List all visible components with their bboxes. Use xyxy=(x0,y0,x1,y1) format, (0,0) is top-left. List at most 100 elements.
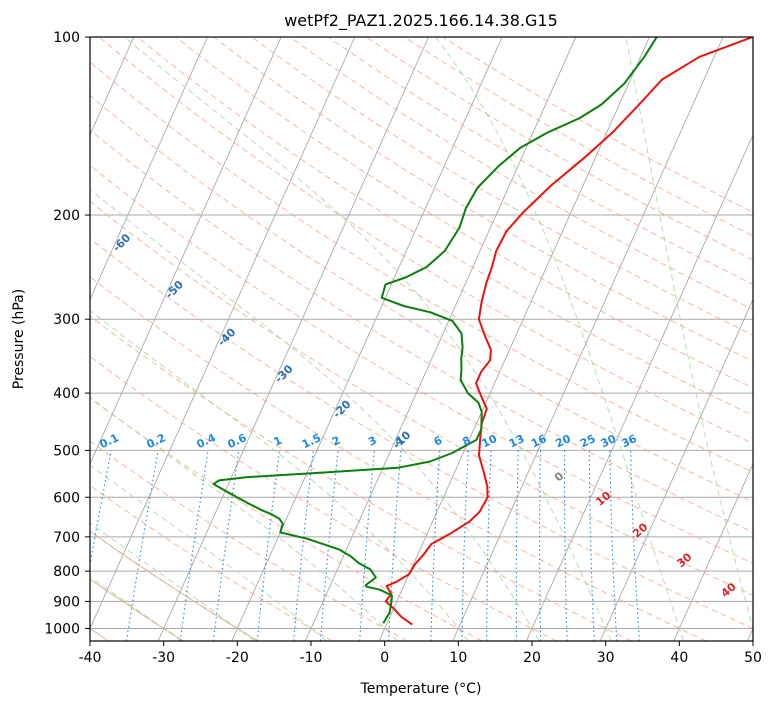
x-tick-label: 20 xyxy=(523,650,541,666)
dry-adiabat-line xyxy=(90,276,707,641)
x-tick-label: -40 xyxy=(79,650,102,666)
mixing-ratio-label: 1 xyxy=(271,434,283,449)
background-lines xyxy=(0,37,753,641)
dry-adiabat-line xyxy=(137,37,753,416)
dry-adiabat-line xyxy=(289,37,753,310)
mixing-ratio-line xyxy=(630,450,641,641)
dry-adiabat-line xyxy=(90,578,184,641)
y-tick-label: 200 xyxy=(53,208,80,224)
reference-curve xyxy=(90,530,259,641)
isotherm-line xyxy=(90,37,356,630)
mixing-ratio-label: 20 xyxy=(553,432,573,450)
dry-adiabat-label: -20 xyxy=(330,397,353,420)
y-tick-label: 800 xyxy=(53,564,80,580)
dry-adiabat-label: -50 xyxy=(163,278,186,301)
mixing-ratio-line xyxy=(588,450,595,641)
moist-adiabat-line xyxy=(90,188,540,641)
moist-adiabat-line xyxy=(434,37,684,641)
mixing-ratio-label: 16 xyxy=(529,432,549,450)
dry-adiabat-line xyxy=(90,397,483,641)
mixing-ratio-line xyxy=(461,450,469,641)
isotherm-line xyxy=(231,37,503,641)
profile-lines xyxy=(212,37,753,626)
moist-adiabat-line xyxy=(124,37,612,641)
mixing-ratio-label: 25 xyxy=(578,432,597,450)
mixing-ratio-line xyxy=(359,450,375,641)
mixing-ratio-label: 30 xyxy=(599,432,619,450)
mixing-ratio-label: 6 xyxy=(432,434,445,449)
mixing-ratio-label: 1.5 xyxy=(300,431,323,451)
dry-adiabat-line xyxy=(90,94,753,503)
mixing-ratio-label: 3 xyxy=(366,434,378,449)
dry-adiabat-label: -10 xyxy=(390,428,413,451)
y-axis-label: Pressure (hPa) xyxy=(11,289,27,389)
dry-adiabat-line xyxy=(90,484,333,641)
isotherm-line xyxy=(0,37,60,641)
dry-adiabat-line xyxy=(90,237,753,629)
y-tick-label: 1000 xyxy=(44,621,80,637)
y-axis: 100 200 300 400 500 600 700 800 900 1000 xyxy=(44,30,90,637)
isotherm-line xyxy=(452,37,724,641)
dry-adiabat-line xyxy=(90,61,753,473)
isotherm-line xyxy=(90,37,208,301)
mixing-ratio-line xyxy=(609,450,618,641)
mixing-ratio-line xyxy=(90,450,112,567)
mixing-ratio-label: 0.1 xyxy=(98,431,121,451)
mixing-ratio-label: 13 xyxy=(507,432,526,450)
x-tick-label: 10 xyxy=(449,650,467,666)
x-tick-label: 50 xyxy=(744,650,762,666)
mixing-ratio-line xyxy=(539,450,542,641)
y-tick-label: 500 xyxy=(53,443,80,459)
moist-adiabat-line xyxy=(90,396,398,641)
plot-frame xyxy=(89,36,754,642)
x-tick-label: 0 xyxy=(380,650,389,666)
moist-adiabat-line xyxy=(90,464,327,641)
mixing-ratio-label: 0.4 xyxy=(195,431,218,451)
x-tick-label: -20 xyxy=(226,650,249,666)
isotherm-line xyxy=(157,37,429,641)
moist-adiabat-label: 0 xyxy=(552,469,566,484)
dry-adiabat-line xyxy=(98,37,753,445)
mixing-ratio-line xyxy=(179,450,209,641)
x-tick-label: -30 xyxy=(152,650,175,666)
dewpoint-line xyxy=(212,37,658,624)
dry-adiabat-label: -60 xyxy=(110,231,133,254)
moist-adiabat-label: 30 xyxy=(674,550,694,570)
moist-adiabat-label: 40 xyxy=(719,580,739,600)
y-tick-label: 100 xyxy=(53,30,80,46)
mixing-ratio-line xyxy=(212,450,240,641)
temperature-line xyxy=(384,37,753,626)
isotherm-line xyxy=(746,627,753,641)
line-labels: 0.1 0.2 0.4 0.6 1 1.5 2 3 4 6 8 10 13 16 20 25 30 36-60-5… xyxy=(98,231,739,600)
isotherm-line xyxy=(525,133,753,641)
isotherm-line xyxy=(599,298,753,641)
mixing-ratio-label: 0.6 xyxy=(225,431,248,451)
mixing-ratio-line xyxy=(563,450,568,641)
moist-adiabat-line xyxy=(90,522,255,641)
chart-title: wetPf2_PAZ1.2025.166.14.38.G15 xyxy=(284,11,558,31)
mixing-ratio-line xyxy=(293,450,314,641)
mixing-ratio-label: 10 xyxy=(480,432,500,450)
isotherm-line xyxy=(378,37,650,641)
mixing-ratio-line xyxy=(486,450,492,641)
dry-adiabat-line xyxy=(251,37,753,336)
y-tick-label: 600 xyxy=(53,490,80,506)
x-tick-label: 30 xyxy=(597,650,615,666)
mixing-ratio-label: 0.2 xyxy=(145,431,168,451)
dry-adiabat-line xyxy=(213,37,753,362)
dry-adiabat-line xyxy=(90,315,632,641)
x-axis: -40 -30 -20 -10 0 10 20 30 40 50 xyxy=(79,641,762,666)
mixing-ratio-label: 36 xyxy=(620,432,640,450)
mixing-ratio-line xyxy=(125,450,159,641)
mixing-ratio-line xyxy=(256,450,281,641)
dry-adiabat-line xyxy=(90,355,557,641)
isotherm-line xyxy=(673,462,753,641)
mixing-ratio-label: 2 xyxy=(330,434,342,449)
mixing-ratio-line xyxy=(515,450,519,641)
moist-adiabat-line xyxy=(625,37,753,631)
dry-adiabat-line xyxy=(175,37,753,389)
dry-adiabat-label: -40 xyxy=(215,325,238,348)
y-tick-label: 900 xyxy=(53,594,80,610)
moist-adiabat-line xyxy=(90,309,469,641)
